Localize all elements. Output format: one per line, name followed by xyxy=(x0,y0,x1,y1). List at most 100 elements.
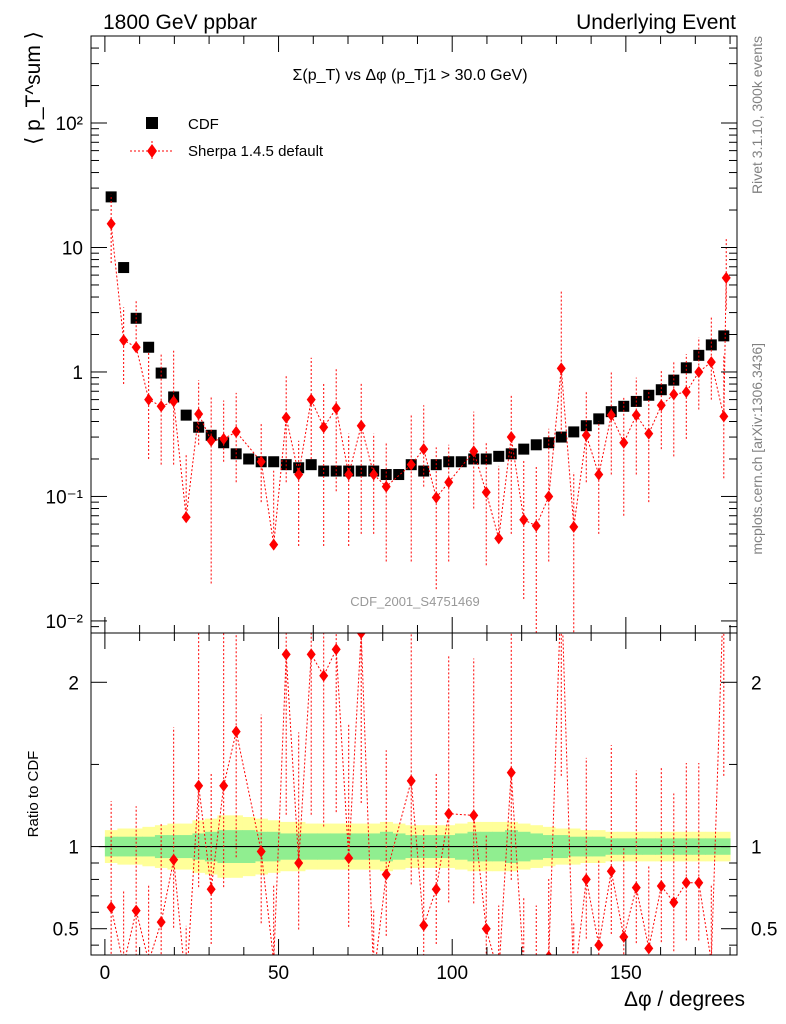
ratio-marker xyxy=(294,857,304,869)
ratio-marker xyxy=(169,853,179,866)
ratio-frame xyxy=(90,632,738,956)
ratio-marker xyxy=(594,939,604,952)
cdf-marker xyxy=(568,426,580,438)
main-y-tick-label: 10 xyxy=(62,238,83,259)
legend-cdf-marker xyxy=(146,117,158,129)
sherpa-marker xyxy=(594,468,604,481)
ratio-marker xyxy=(506,766,516,779)
main-chart-title: Σ(p_T) vs Δφ (p_Tj1 > 30.0 GeV) xyxy=(292,67,527,84)
x-tick-label: 100 xyxy=(436,963,468,984)
ratio-y-tick-label-right: 1 xyxy=(751,838,762,859)
sherpa-marker xyxy=(606,409,616,422)
sherpa-marker xyxy=(231,425,241,438)
header-right: Underlying Event xyxy=(576,11,736,34)
ratio-marker xyxy=(581,873,591,886)
ratio-marker xyxy=(532,969,541,981)
sherpa-marker xyxy=(106,217,116,230)
cdf-marker xyxy=(680,362,692,374)
sherpa-marker xyxy=(581,429,591,442)
sherpa-marker xyxy=(219,432,229,445)
sherpa-marker xyxy=(356,419,366,432)
ratio-marker xyxy=(719,578,728,590)
ratio-marker xyxy=(281,648,291,661)
sherpa-marker xyxy=(569,520,579,533)
sherpa-marker xyxy=(706,356,716,369)
cdf-marker xyxy=(655,384,667,396)
ratio-marker xyxy=(631,881,641,894)
mcplots-label: mcplots.cern.ch [arXiv:1306.3436] xyxy=(749,343,765,555)
sherpa-marker xyxy=(681,386,691,399)
ratio-marker xyxy=(369,972,378,984)
cdf-marker xyxy=(480,453,492,465)
sherpa-marker xyxy=(319,421,329,434)
sherpa-marker xyxy=(481,486,491,499)
ratio-marker xyxy=(144,956,153,968)
sherpa-marker xyxy=(169,395,179,408)
cdf-marker xyxy=(268,456,280,468)
ratio-marker xyxy=(481,922,491,935)
x-tick-label: 0 xyxy=(100,963,111,984)
ratio-marker xyxy=(669,896,679,909)
main-panel: 10⁻² 10⁻¹ 1 10 10² Σ(p_T) vs Δφ (p_Tj1 > 30.… xyxy=(22,31,738,634)
sherpa-marker xyxy=(131,341,141,354)
sherpa-marker xyxy=(544,490,554,503)
cdf-marker xyxy=(105,191,117,203)
sherpa-marker xyxy=(419,443,429,456)
sherpa-marker xyxy=(344,468,354,481)
cdf-marker xyxy=(393,469,405,481)
ratio-marker xyxy=(206,883,216,896)
cdf-marker xyxy=(493,450,505,462)
sherpa-marker xyxy=(144,393,154,406)
sherpa-marker xyxy=(669,388,679,401)
rivet-label: Rivet 3.1.10, 300k events xyxy=(749,36,765,194)
sherpa-marker xyxy=(719,410,729,423)
cdf-marker xyxy=(305,459,317,471)
cdf-marker xyxy=(155,367,167,379)
sherpa-marker xyxy=(306,393,316,406)
ratio-panel: 0.5 0.5 1 1 2 2 0 50 100 150 Ratio to CDF Δφ / de… xyxy=(25,578,777,1011)
sherpa-line xyxy=(110,223,727,545)
cdf-marker xyxy=(293,462,305,474)
ratio-line xyxy=(110,633,723,955)
legend-sherpa-label: Sherpa 1.4.5 default xyxy=(188,143,324,160)
sherpa-marker xyxy=(444,476,454,489)
ratio-y-tick-label: 1 xyxy=(68,838,79,859)
ratio-marker xyxy=(319,669,329,682)
sherpa-marker xyxy=(431,491,441,504)
ratio-marker xyxy=(431,883,441,896)
cdf-marker xyxy=(443,456,455,468)
sherpa-marker xyxy=(556,362,566,375)
sherpa-marker xyxy=(156,400,166,413)
cdf-marker xyxy=(355,465,367,477)
sherpa-marker xyxy=(206,434,216,447)
sherpa-marker xyxy=(294,468,304,481)
ratio-marker xyxy=(119,959,128,971)
ratio-marker xyxy=(381,868,391,881)
sherpa-marker xyxy=(256,455,266,468)
ratio-marker xyxy=(219,779,229,792)
ratio-marker xyxy=(131,904,141,917)
sherpa-marker xyxy=(531,519,541,532)
ratio-marker xyxy=(545,950,553,955)
ratio-marker xyxy=(707,956,716,968)
ratio-marker xyxy=(656,880,666,892)
legend: CDF Sherpa 1.4.5 default xyxy=(130,116,324,161)
sherpa-marker xyxy=(181,511,191,524)
cdf-marker xyxy=(718,330,730,342)
ratio-marker xyxy=(494,969,503,981)
sherpa-marker xyxy=(644,427,654,440)
ratio-y-tick-label: 2 xyxy=(68,673,79,694)
ratio-marker xyxy=(606,865,616,878)
sherpa-marker xyxy=(406,458,416,471)
x-tick-label: 150 xyxy=(610,963,642,984)
ratio-y-axis-label: Ratio to CDF xyxy=(25,751,42,838)
ratio-marker xyxy=(106,901,116,914)
sherpa-marker xyxy=(369,468,379,481)
main-y-tick-label: 10² xyxy=(56,114,83,135)
ratio-marker xyxy=(557,578,566,590)
legend-cdf-label: CDF xyxy=(188,116,219,133)
ratio-marker xyxy=(419,919,429,932)
sherpa-marker xyxy=(631,409,641,422)
cdf-marker xyxy=(118,262,130,274)
sherpa-marker xyxy=(721,271,731,284)
